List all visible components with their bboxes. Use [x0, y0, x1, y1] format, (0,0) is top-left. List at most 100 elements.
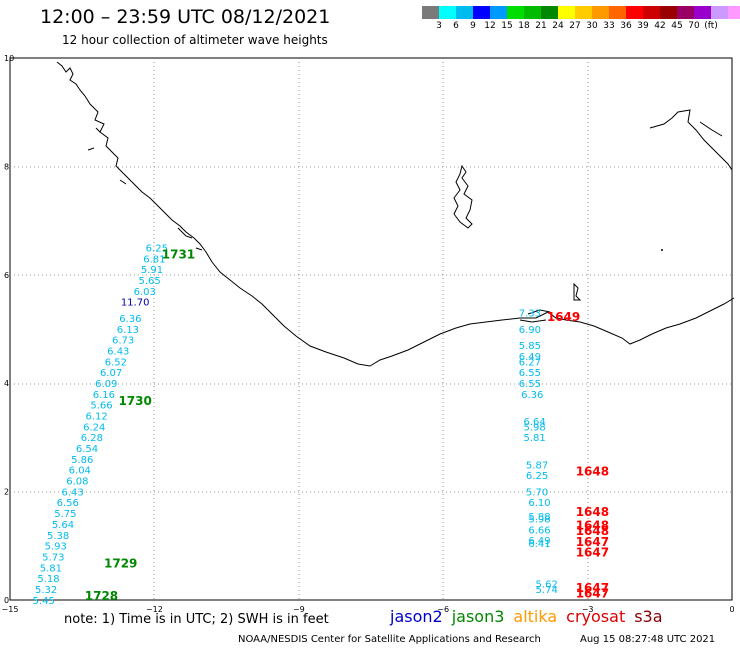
wave-height-value: 6.52 [105, 357, 127, 368]
lagoon-coast [519, 309, 551, 323]
y-tick-label: 4 [4, 379, 9, 388]
x-tick-label: −12 [146, 605, 163, 614]
wave-height-value: 6.24 [83, 422, 105, 433]
x-tick-label: −15 [2, 605, 19, 614]
satellite-legend: jason2 jason3 altika cryosat s3a [390, 607, 672, 626]
color-scale-label: 30 [586, 21, 598, 31]
satellite-legend-entry: s3a [634, 607, 663, 626]
pass-time-labels: 1731173017291728164816481648164816471647… [85, 248, 609, 603]
wave-height-value: 6.49 [528, 536, 550, 547]
wave-height-value: 5.81 [524, 433, 546, 444]
pass-time-label: 1648 [576, 464, 609, 478]
y-tick-label: 10 [4, 54, 14, 63]
wave-height-value: 6.43 [107, 346, 129, 357]
wave-height-value: 5.70 [526, 487, 548, 498]
x-tick-label: −9 [293, 605, 305, 614]
pass-time-label: 1647 [576, 535, 609, 549]
pass-time-label: 1648 [576, 519, 609, 533]
color-swatch [643, 6, 660, 19]
wave-height-value: 6.36 [521, 390, 543, 401]
coastline-detail-west [87, 127, 203, 251]
color-scale-labels: 3 6 9 12 15 18 21 24 27 30 33 36 39 42 45 70 (ft) [422, 19, 740, 31]
map-grid [10, 58, 732, 600]
wave-height-value: 5.85 [519, 341, 541, 352]
wave-height-value: 6.04 [69, 466, 91, 477]
y-tick-label: 0 [4, 596, 9, 605]
wave-height-value: 5.64 [52, 520, 74, 531]
wave-height-value: 6.12 [86, 412, 108, 423]
color-scale-label: 27 [569, 21, 581, 31]
pass-time-label: 1648 [576, 505, 609, 519]
color-scale-label: 3 [436, 21, 442, 31]
wave-height-value: 6.13 [117, 325, 139, 336]
coast-dot [661, 249, 663, 251]
satellite-legend-entry: cryosat [566, 607, 626, 626]
wave-height-value: 5.86 [71, 455, 93, 466]
color-scale-label: 9 [470, 21, 476, 31]
color-scale-label: 6 [453, 21, 459, 31]
x-tick-label: −3 [582, 605, 594, 614]
wave-height-value: 5.45 [33, 596, 55, 607]
wave-height-value: 11.70 [121, 298, 150, 309]
color-scale-label: 18 [518, 21, 530, 31]
pass-time-label: 1731 [162, 248, 195, 262]
wave-height-value: 6.90 [519, 325, 541, 336]
axis-tick-labels: −15 −12 −9 −6 −3 0 0 2 4 6 8 10 [2, 54, 735, 614]
wave-height-value: 5.74 [536, 585, 558, 596]
pass-time-label: 1647 [576, 586, 609, 600]
wave-height-value: 5.65 [138, 276, 160, 287]
wave-height-value: 5.66 [90, 401, 112, 412]
satellite-legend-entry: altika [513, 607, 558, 626]
pass-time-label: 1648 [576, 524, 609, 538]
color-swatch [558, 6, 575, 19]
color-scale-label: 42 [654, 21, 666, 31]
color-swatch [541, 6, 558, 19]
wave-height-value: 5.87 [526, 460, 548, 471]
color-swatch [422, 6, 439, 19]
wave-height-value: 5.62 [536, 580, 558, 591]
color-swatch [575, 6, 592, 19]
color-scale-label: 24 [552, 21, 564, 31]
wave-height-value: 6.28 [81, 433, 103, 444]
wave-height-value: 6.08 [66, 477, 88, 488]
wave-height-value: 7.33 [519, 309, 541, 320]
wave-height-value: 5.73 [42, 552, 64, 563]
pass-time-label: 1647 [576, 581, 609, 595]
coastline-west-africa [56, 61, 735, 367]
wave-height-value: 5.91 [141, 265, 163, 276]
color-scale-swatches [422, 6, 740, 19]
color-swatch [711, 6, 728, 19]
x-tick-label: −6 [437, 605, 449, 614]
color-scale-label: 70 [688, 21, 700, 31]
wave-height-value: 5.75 [54, 509, 76, 520]
wave-height-value: 5.93 [45, 542, 67, 553]
page-title: 12:00 – 23:59 UTC 08/12/2021 [40, 6, 331, 28]
satellite-legend-entry: jason3 [451, 607, 505, 626]
wave-height-value: 5.32 [35, 585, 57, 596]
wave-height-value: 6.49 [519, 352, 541, 363]
color-swatch [456, 6, 473, 19]
wave-height-value: 6.41 [528, 539, 550, 550]
island-fragment [573, 282, 582, 301]
color-swatch [660, 6, 677, 19]
wave-height-value: 5.18 [37, 574, 59, 585]
y-tick-label: 6 [4, 271, 9, 280]
color-swatch [439, 6, 456, 19]
satellite-legend-entry: jason2 [390, 607, 443, 626]
color-swatch [609, 6, 626, 19]
wave-height-value: 6.66 [528, 525, 550, 536]
wave-height-value: 6.43 [61, 487, 83, 498]
page-subtitle: 12 hour collection of altimeter wave hei… [62, 33, 328, 47]
wave-height-value: 6.73 [112, 336, 134, 347]
pass-time-label: 1729 [104, 556, 137, 570]
pass-time-label: 1728 [85, 589, 118, 603]
wave-height-value: 6.10 [528, 498, 550, 509]
wave-height-value: 5.81 [40, 563, 62, 574]
wave-height-value: 5.38 [47, 531, 69, 542]
wave-height-value: 6.25 [526, 471, 548, 482]
wave-height-value: 6.07 [100, 368, 122, 379]
color-scale-label: 39 [637, 21, 649, 31]
wave-height-value: 6.27 [519, 357, 541, 368]
map-frame [9, 57, 733, 601]
